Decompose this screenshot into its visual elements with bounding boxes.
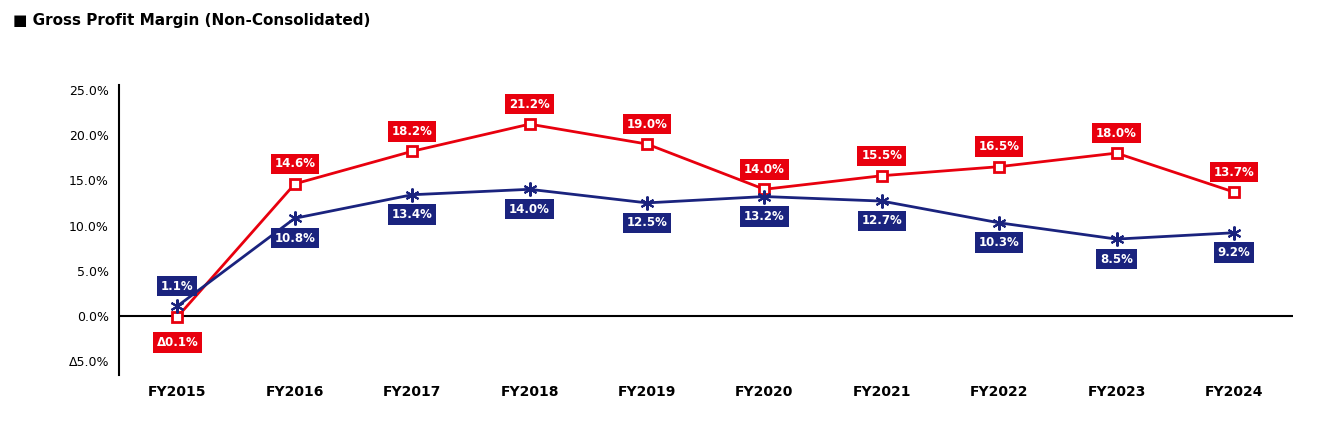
Text: Δ0.1%: Δ0.1% bbox=[157, 336, 198, 349]
Text: 18.2%: 18.2% bbox=[392, 125, 433, 138]
Building Construction bbox=[169, 303, 185, 308]
Building Construction bbox=[756, 194, 772, 199]
Text: 21.2%: 21.2% bbox=[509, 98, 550, 111]
Text: 10.3%: 10.3% bbox=[979, 236, 1020, 249]
Building Construction bbox=[1227, 230, 1242, 235]
Building Construction bbox=[992, 220, 1008, 225]
Text: ■ Gross Profit Margin (Non-Consolidated): ■ Gross Profit Margin (Non-Consolidated) bbox=[13, 13, 371, 28]
Building Construction bbox=[286, 216, 302, 221]
Building Construction bbox=[1108, 236, 1124, 242]
Text: 8.5%: 8.5% bbox=[1100, 253, 1133, 265]
Text: 13.2%: 13.2% bbox=[744, 210, 785, 223]
Text: 1.1%: 1.1% bbox=[161, 279, 194, 293]
Building Construction bbox=[521, 187, 538, 192]
Civil Engineering bbox=[638, 141, 654, 147]
Text: 9.2%: 9.2% bbox=[1217, 246, 1250, 259]
Text: 15.5%: 15.5% bbox=[861, 149, 902, 162]
Civil Engineering bbox=[873, 173, 889, 178]
Text: 18.0%: 18.0% bbox=[1096, 127, 1137, 140]
Text: 12.5%: 12.5% bbox=[627, 216, 667, 229]
Text: 14.0%: 14.0% bbox=[744, 163, 785, 176]
Civil Engineering bbox=[1227, 190, 1242, 195]
Text: 13.7%: 13.7% bbox=[1213, 166, 1254, 178]
Text: 16.5%: 16.5% bbox=[979, 140, 1020, 153]
Building Construction bbox=[638, 200, 654, 205]
Building Construction bbox=[404, 192, 419, 197]
Text: 12.7%: 12.7% bbox=[861, 214, 902, 227]
Civil Engineering bbox=[169, 314, 185, 320]
Civil Engineering bbox=[756, 187, 772, 192]
Civil Engineering bbox=[521, 121, 538, 127]
Text: 14.6%: 14.6% bbox=[274, 158, 315, 170]
Line: Civil Engineering: Civil Engineering bbox=[173, 119, 1239, 322]
Text: 14.0%: 14.0% bbox=[509, 203, 550, 216]
Civil Engineering bbox=[404, 149, 419, 154]
Text: 13.4%: 13.4% bbox=[392, 208, 433, 221]
Text: 19.0%: 19.0% bbox=[627, 118, 667, 131]
Line: Building Construction: Building Construction bbox=[170, 182, 1241, 313]
Text: 10.8%: 10.8% bbox=[274, 232, 315, 245]
Civil Engineering bbox=[286, 181, 302, 187]
Civil Engineering bbox=[992, 164, 1008, 169]
Building Construction bbox=[873, 199, 889, 204]
Civil Engineering bbox=[1108, 150, 1124, 155]
